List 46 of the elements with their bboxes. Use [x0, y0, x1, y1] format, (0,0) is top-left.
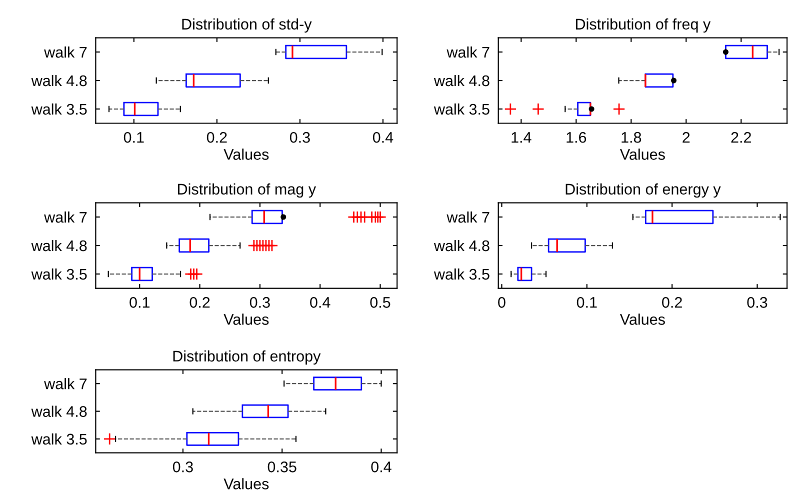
x-tick-label: 1.8 [622, 132, 642, 143]
x-tick-label: 0.2 [662, 296, 682, 308]
x-tick-label: 1.4 [512, 132, 532, 143]
x-tick-label: 0.5 [370, 296, 390, 308]
chart-title: Distribution of mag y [178, 183, 316, 198]
x-tick-label: 0.4 [310, 296, 330, 308]
y-tick-label: walk 4.8 [31, 406, 87, 417]
x-tick-label: 2.2 [731, 132, 751, 143]
y-tick-label: walk 4.8 [434, 240, 490, 252]
x-tick-label: 0.2 [206, 132, 227, 143]
x-tick-label: 0.1 [130, 296, 150, 308]
x-axis-title: Values [224, 148, 269, 160]
x-tick-label: 2 [682, 132, 690, 143]
x-tick-label: 0.3 [250, 296, 270, 308]
y-tick-label: walk 3.5 [31, 433, 87, 445]
x-tick-label: 0.35 [268, 462, 296, 472]
x-tick-label: 0.1 [124, 132, 144, 143]
x-tick-label: 0.2 [190, 296, 210, 308]
x-axis-title: Values [620, 314, 665, 325]
y-tick-label: walk 4.8 [434, 74, 490, 86]
chart-title: Distribution of energy y [566, 183, 721, 198]
y-tick-label: walk 4.8 [31, 240, 87, 252]
chart-title: Distribution of std-y [182, 18, 312, 33]
x-tick-label: 0.4 [371, 462, 392, 472]
chart-title: Distribution of entropy [173, 350, 321, 365]
y-tick-label: walk 4.8 [31, 74, 87, 86]
x-tick-label: 0.3 [747, 296, 768, 308]
y-tick-label: walk 3.5 [31, 103, 87, 115]
y-tick-label: walk 7 [44, 378, 87, 390]
y-tick-label: walk 7 [44, 211, 87, 223]
x-tick-label: 0.3 [290, 132, 310, 143]
y-tick-label: walk 7 [446, 46, 490, 58]
x-tick-label: 0.4 [372, 132, 394, 143]
x-tick-label: 1.6 [566, 132, 586, 143]
x-axis-title: Values [224, 314, 269, 325]
x-tick-label: 0.3 [172, 462, 193, 472]
y-tick-label: walk 7 [44, 46, 87, 58]
y-tick-label: walk 3.5 [434, 268, 490, 280]
x-axis-title: Values [224, 478, 269, 490]
x-tick-label: 0.1 [576, 296, 597, 308]
x-tick-label: 0 [498, 296, 506, 308]
y-tick-label: walk 3.5 [434, 103, 490, 115]
chart-title: Distribution of freq y [576, 18, 711, 33]
y-tick-label: walk 3.5 [31, 268, 87, 280]
y-tick-label: walk 7 [446, 211, 490, 223]
x-axis-title: Values [620, 148, 665, 160]
